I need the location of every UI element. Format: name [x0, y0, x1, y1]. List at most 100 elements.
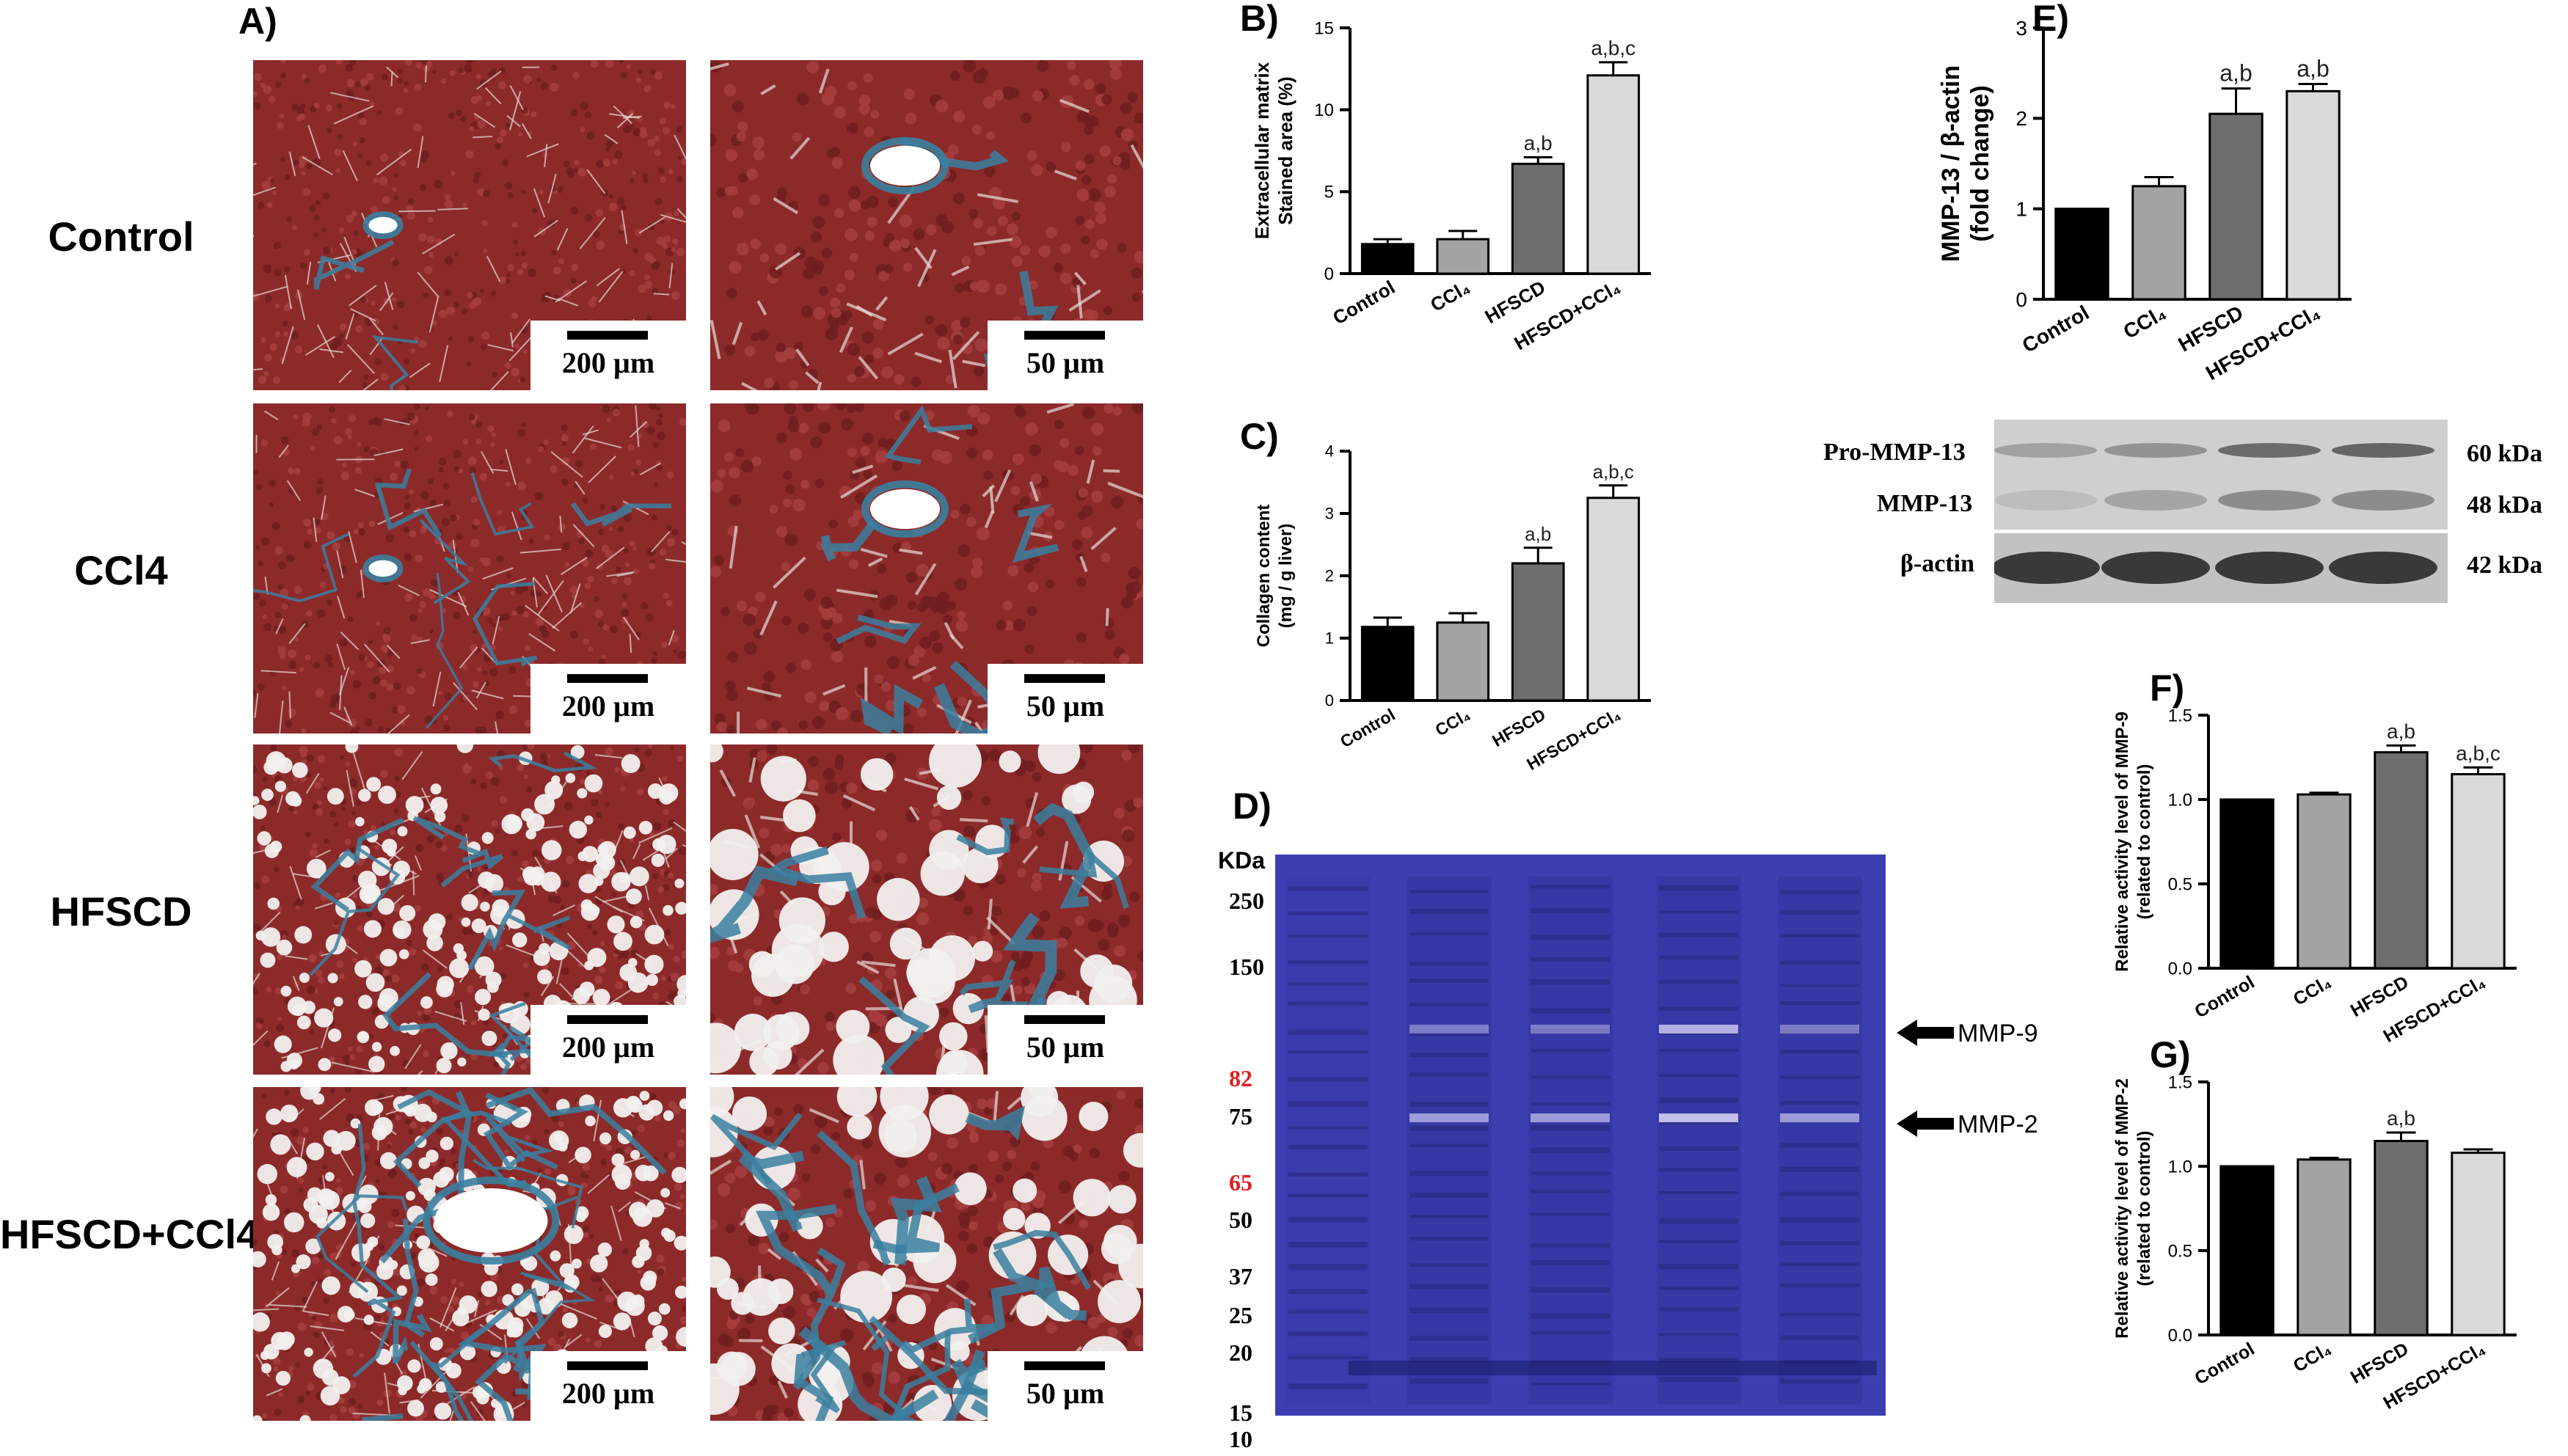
gel-unit-label: KDa: [1218, 847, 1265, 874]
blot-size-48: 48 kDa: [2467, 491, 2542, 519]
y-tick-label: 1: [2016, 197, 2027, 220]
y-tick-label: 0.5: [2168, 874, 2192, 894]
row-label-ccl4: CCl4: [15, 546, 227, 594]
y-tick-label: 2: [2016, 107, 2027, 130]
bar-0: [1362, 244, 1413, 274]
bar-3: [1588, 498, 1639, 700]
y-axis-label: (related to control): [2134, 764, 2154, 919]
y-axis-label: MMP-13 / β-actin: [1937, 65, 1965, 262]
y-axis-label: (mg / g liver): [1276, 524, 1296, 629]
bar-1: [1437, 239, 1489, 274]
y-tick-label: 1.0: [2168, 1157, 2192, 1177]
gel-marker-50: 50: [1229, 1207, 1252, 1234]
x-tick-label: Control: [2192, 1339, 2258, 1389]
gel-marker-250: 250: [1229, 888, 1264, 915]
mmp2-arrow: [1897, 1109, 1955, 1142]
blot-label-pro-mmp13: Pro-MMP-13: [1823, 439, 1966, 467]
scale-bar: 200 µm: [530, 1351, 686, 1421]
x-tick-label: HFSCD: [1489, 705, 1549, 750]
mmp9-arrow: [1897, 1018, 1955, 1051]
bar-1: [2298, 1160, 2350, 1335]
bar-3: [1588, 76, 1639, 274]
y-axis-label: Relative activity level of MMP-9: [2112, 711, 2132, 972]
scale-bar-line: [1024, 331, 1105, 340]
bar-0: [2056, 209, 2108, 299]
scale-bar-label: 200 µm: [530, 1030, 686, 1064]
x-tick-label: Control: [1337, 705, 1398, 751]
scale-bar-line: [1024, 1361, 1105, 1370]
x-tick-label: CCl₄: [2290, 1339, 2335, 1377]
significance-label: a,b,c: [1593, 461, 1634, 483]
gel-marker-25: 25: [1229, 1302, 1252, 1329]
zymography-gel: [1275, 855, 1886, 1416]
significance-label: a,b: [2297, 55, 2329, 81]
blot-size-60: 60 kDa: [2467, 440, 2542, 468]
y-axis-label: (related to control): [2134, 1130, 2154, 1286]
y-tick-label: 3: [1325, 505, 1334, 523]
significance-label: a,b: [2219, 60, 2252, 87]
row-label-control: Control: [15, 213, 227, 260]
x-tick-label: HFSCD: [2347, 1339, 2412, 1388]
scale-bar-label: 50 µm: [988, 1376, 1143, 1411]
gel-marker-37: 37: [1229, 1263, 1252, 1290]
x-tick-label: CCl₄: [1426, 276, 1474, 316]
scale-bar-line: [567, 1015, 648, 1024]
significance-label: a,b: [1524, 131, 1553, 154]
mmp2-label: MMP-2: [1958, 1111, 2038, 1139]
gel-marker-150: 150: [1229, 954, 1264, 981]
y-tick-label: 1: [1325, 629, 1334, 648]
panel-letter: C): [1240, 416, 1279, 457]
bar-3: [2452, 775, 2504, 969]
scale-bar-line: [1024, 1015, 1105, 1024]
bar-0: [1362, 627, 1413, 700]
x-tick-label: Control: [2018, 301, 2093, 357]
chart-e: E) 0 1 2 3 MMP-13 / β-actin(fold change) Contr…: [1915, 0, 2451, 414]
y-axis-label: Relative activity level of MMP-2: [2112, 1078, 2132, 1339]
bar-2: [2375, 753, 2427, 968]
scale-bar: 200 µm: [530, 1005, 686, 1075]
panel-letter: E): [2032, 0, 2069, 39]
y-tick-label: 2: [1325, 567, 1334, 585]
significance-label: a,b,c: [1591, 37, 1635, 59]
y-axis-label: (fold change): [1966, 85, 1994, 241]
bar-2: [1512, 164, 1564, 274]
panel-a-letter: A): [238, 0, 277, 43]
blot-label-mmp13: MMP-13: [1877, 490, 1972, 518]
panel-letter: F): [2150, 667, 2184, 709]
scale-bar-line: [567, 674, 648, 683]
significance-label: a,b: [2387, 1107, 2415, 1130]
y-tick-label: 15: [1314, 18, 1334, 38]
scale-bar-label: 50 µm: [988, 1030, 1143, 1064]
gel-marker-82: 82: [1229, 1065, 1252, 1092]
scale-bar: 50 µm: [988, 664, 1143, 734]
scale-bar-label: 200 µm: [530, 689, 686, 723]
bar-3: [2452, 1153, 2504, 1335]
x-tick-label: CCl₄: [2120, 301, 2170, 343]
bar-1: [1437, 623, 1489, 700]
bar-2: [2210, 114, 2262, 299]
y-tick-label: 0.0: [2168, 1325, 2192, 1345]
scale-bar-line: [567, 1361, 648, 1370]
y-tick-label: 1.5: [2168, 706, 2192, 725]
significance-label: a,b: [2387, 720, 2415, 742]
scale-bar: 50 µm: [988, 321, 1143, 390]
y-axis-label: Extracellular matrix: [1251, 62, 1273, 239]
y-axis-label: Collagen content: [1254, 505, 1274, 648]
x-tick-label: CCl₄: [1431, 705, 1473, 740]
significance-label: a,b,c: [2456, 742, 2500, 764]
y-tick-label: 3: [2016, 17, 2027, 40]
row-label-hfscd: HFSCD: [15, 888, 227, 935]
bar-1: [2133, 186, 2185, 299]
row-label-hfscd-ccl4: HFSCD+CCl4: [0, 1210, 249, 1258]
y-tick-label: 0.5: [2168, 1241, 2192, 1261]
bar-0: [2221, 800, 2273, 968]
bar-2: [2375, 1141, 2427, 1336]
significance-label: a,b: [1525, 523, 1551, 545]
y-tick-label: 0: [2016, 288, 2027, 311]
scale-bar: 50 µm: [988, 1005, 1143, 1075]
gel-marker-65: 65: [1229, 1169, 1252, 1196]
blot-size-42: 42 kDa: [2467, 552, 2542, 579]
